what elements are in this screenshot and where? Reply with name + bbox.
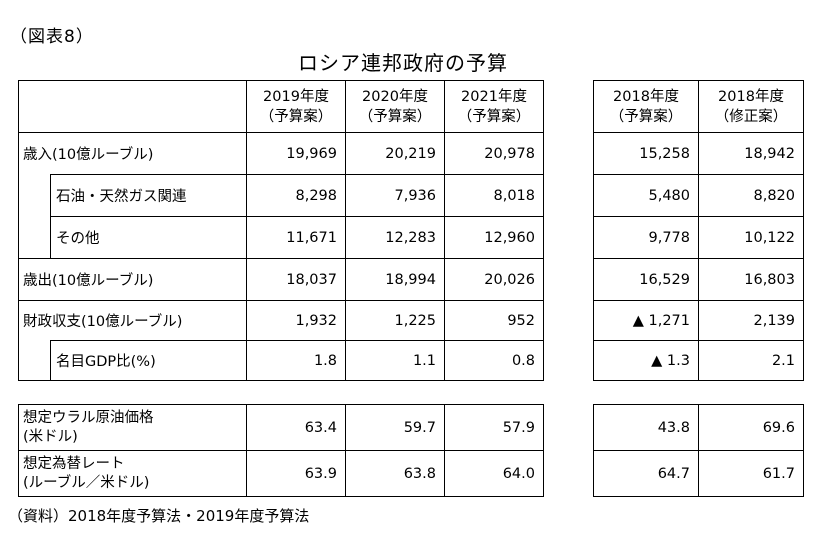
value-cell: 16,803 [698, 258, 804, 301]
value-cell: 19,969 [246, 132, 346, 175]
col-header-2020: 2020年度 （予算案） [345, 80, 445, 133]
value-cell: 69.6 [698, 404, 804, 451]
header-row: 2018年度 （予算案） 2018年度 （修正案） [593, 80, 804, 133]
value-cell: 12,960 [444, 216, 544, 259]
value-cell: 7,936 [345, 174, 445, 217]
value-cell: 63.8 [345, 450, 445, 497]
value-cell: ▲ 1.3 [593, 340, 699, 381]
row-label-oil-gas: 石油・天然ガス関連 [50, 174, 247, 217]
table-row: 歳入(10億ルーブル) 19,969 20,219 20,978 [18, 132, 544, 175]
label-line: 想定為替レート [23, 456, 125, 472]
value-cell: 18,037 [246, 258, 346, 301]
row-label-gdp-ratio: 名目GDP比(%) [50, 340, 247, 381]
value-cell: 8,298 [246, 174, 346, 217]
col-header-2018-revised: 2018年度 （修正案） [698, 80, 804, 133]
indent-cell [18, 340, 51, 381]
table-row: 16,529 16,803 [593, 258, 804, 301]
value-cell: 8,018 [444, 174, 544, 217]
value-cell: 8,820 [698, 174, 804, 217]
value-cell: ▲ 1,271 [593, 300, 699, 341]
row-label-balance: 財政収支(10億ルーブル) [18, 300, 247, 341]
value-cell: 1.1 [345, 340, 445, 381]
table-row: 歳出(10億ルーブル) 18,037 18,994 20,026 [18, 258, 544, 301]
table-row: 名目GDP比(%) 1.8 1.1 0.8 [18, 340, 544, 381]
value-cell: 9,778 [593, 216, 699, 259]
value-cell: 952 [444, 300, 544, 341]
value-cell: 20,026 [444, 258, 544, 301]
table-row: 想定為替レート (ルーブル／米ドル) 63.9 63.8 64.0 [18, 450, 544, 497]
col-kind: （予算案） [358, 108, 432, 125]
table-row: 43.8 69.6 [593, 404, 804, 451]
value-cell: 61.7 [698, 450, 804, 497]
value-cell: 18,942 [698, 132, 804, 175]
row-label-other: その他 [50, 216, 247, 259]
table-title: ロシア連邦政府の予算 [298, 51, 508, 75]
col-header-2018-draft: 2018年度 （予算案） [593, 80, 699, 133]
value-cell: 20,219 [345, 132, 445, 175]
row-label-expenditure: 歳出(10億ルーブル) [18, 258, 247, 301]
value-cell: 1,932 [246, 300, 346, 341]
value-cell: 18,994 [345, 258, 445, 301]
col-year: 2020年度 [362, 88, 428, 105]
table-row: 石油・天然ガス関連 8,298 7,936 8,018 [18, 174, 544, 217]
col-kind: （予算案） [457, 108, 531, 125]
value-cell: 64.0 [444, 450, 544, 497]
row-label-revenue: 歳入(10億ルーブル) [18, 132, 247, 175]
fy2018-assumptions-table: 43.8 69.6 64.7 61.7 [593, 404, 804, 497]
value-cell: 15,258 [593, 132, 699, 175]
col-kind: （予算案） [609, 108, 683, 125]
col-header-2021: 2021年度 （予算案） [444, 80, 544, 133]
table-row: 64.7 61.7 [593, 450, 804, 497]
indent-cell [18, 174, 51, 217]
value-cell: 59.7 [345, 404, 445, 451]
col-kind: （修正案） [714, 108, 788, 125]
value-cell: 2.1 [698, 340, 804, 381]
label-line: 想定ウラル原油価格 [23, 410, 154, 426]
col-kind: （予算案） [259, 108, 333, 125]
label-line: (ルーブル／米ドル) [23, 475, 150, 491]
value-cell: 11,671 [246, 216, 346, 259]
table-row: 想定ウラル原油価格 (米ドル) 63.4 59.7 57.9 [18, 404, 544, 451]
label-line: (米ドル) [23, 429, 78, 445]
value-cell: 43.8 [593, 404, 699, 451]
value-cell: 1.8 [246, 340, 346, 381]
value-cell: 63.4 [246, 404, 346, 451]
row-label-oil-price: 想定ウラル原油価格 (米ドル) [18, 404, 247, 451]
col-year: 2018年度 [718, 88, 784, 105]
table-row: ▲ 1.3 2.1 [593, 340, 804, 381]
value-cell: 2,139 [698, 300, 804, 341]
value-cell: 5,480 [593, 174, 699, 217]
table-row: ▲ 1,271 2,139 [593, 300, 804, 341]
value-cell: 57.9 [444, 404, 544, 451]
col-year: 2021年度 [461, 88, 527, 105]
table-row: その他 11,671 12,283 12,960 [18, 216, 544, 259]
value-cell: 20,978 [444, 132, 544, 175]
source-note: （資料）2018年度予算法・2019年度予算法 [8, 507, 310, 525]
table-row: 15,258 18,942 [593, 132, 804, 175]
value-cell: 0.8 [444, 340, 544, 381]
assumptions-table: 想定ウラル原油価格 (米ドル) 63.4 59.7 57.9 想定為替レート (… [18, 404, 544, 497]
header-row: 2019年度 （予算案） 2020年度 （予算案） 2021年度 （予算案） [18, 80, 544, 133]
value-cell: 63.9 [246, 450, 346, 497]
value-cell: 10,122 [698, 216, 804, 259]
value-cell: 1,225 [345, 300, 445, 341]
table-row: 財政収支(10億ルーブル) 1,932 1,225 952 [18, 300, 544, 341]
value-cell: 12,283 [345, 216, 445, 259]
col-year: 2019年度 [263, 88, 329, 105]
fy2018-budget-table: 2018年度 （予算案） 2018年度 （修正案） 15,258 18,942 … [593, 80, 804, 381]
table-row: 5,480 8,820 [593, 174, 804, 217]
value-cell: 16,529 [593, 258, 699, 301]
row-label-exchange-rate: 想定為替レート (ルーブル／米ドル) [18, 450, 247, 497]
col-header-2019: 2019年度 （予算案） [246, 80, 346, 133]
figure-label: （図表8） [10, 27, 94, 47]
indent-cell [18, 216, 51, 259]
col-year: 2018年度 [613, 88, 679, 105]
main-budget-table: 2019年度 （予算案） 2020年度 （予算案） 2021年度 （予算案） 歳… [18, 80, 544, 381]
table-row: 9,778 10,122 [593, 216, 804, 259]
header-blank-cell [18, 80, 247, 133]
value-cell: 64.7 [593, 450, 699, 497]
